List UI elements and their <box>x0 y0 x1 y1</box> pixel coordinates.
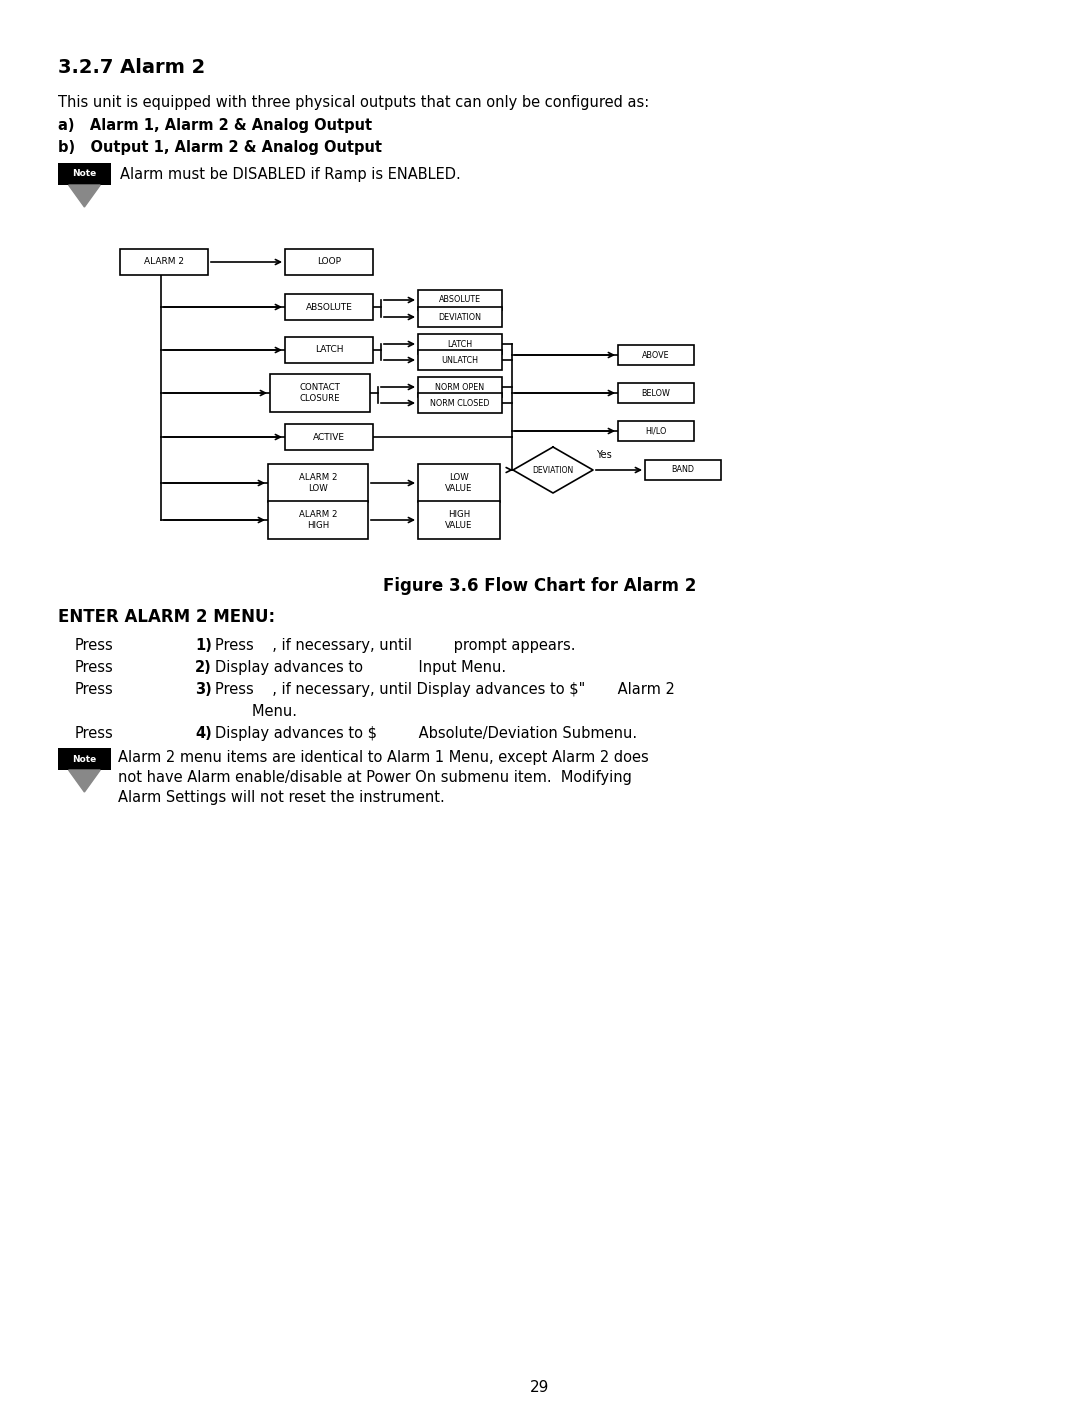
Bar <box>618 421 694 441</box>
Bar <box>58 748 111 770</box>
Text: Display advances to            Input Menu.: Display advances to Input Menu. <box>215 659 507 675</box>
Text: ABOVE: ABOVE <box>643 350 670 360</box>
Text: ENTER ALARM 2 MENU:: ENTER ALARM 2 MENU: <box>58 609 275 626</box>
Text: 3.2.7 Alarm 2: 3.2.7 Alarm 2 <box>58 58 205 78</box>
Bar <box>418 377 502 397</box>
Text: DEVIATION: DEVIATION <box>532 466 573 474</box>
Bar <box>268 501 368 539</box>
Bar <box>285 337 373 363</box>
Text: NORM CLOSED: NORM CLOSED <box>430 398 489 408</box>
Text: ACTIVE: ACTIVE <box>313 432 345 442</box>
Text: Alarm 2 menu items are identical to Alarm 1 Menu, except Alarm 2 does: Alarm 2 menu items are identical to Alar… <box>118 750 649 765</box>
Text: Display advances to $         Absolute/Deviation Submenu.: Display advances to $ Absolute/Deviation… <box>215 726 637 741</box>
Text: a)   Alarm 1, Alarm 2 & Analog Output: a) Alarm 1, Alarm 2 & Analog Output <box>58 119 373 133</box>
Bar <box>418 501 500 539</box>
Text: Menu.: Menu. <box>215 705 297 719</box>
Text: Alarm must be DISABLED if Ramp is ENABLED.: Alarm must be DISABLED if Ramp is ENABLE… <box>120 167 461 182</box>
Polygon shape <box>513 448 593 493</box>
Bar <box>418 306 502 328</box>
Text: Yes: Yes <box>596 450 611 460</box>
Text: Note: Note <box>72 754 96 764</box>
Text: Press: Press <box>75 659 113 675</box>
Bar <box>268 465 368 503</box>
Text: 1): 1) <box>195 638 212 652</box>
Bar <box>418 465 500 503</box>
Text: b)   Output 1, Alarm 2 & Analog Output: b) Output 1, Alarm 2 & Analog Output <box>58 140 382 155</box>
Text: Press    , if necessary, until Display advances to $"       Alarm 2: Press , if necessary, until Display adva… <box>215 682 675 698</box>
Text: NORM OPEN: NORM OPEN <box>435 383 485 391</box>
Bar <box>285 424 373 450</box>
Text: ALARM 2
LOW: ALARM 2 LOW <box>299 473 337 493</box>
Text: Press: Press <box>75 638 113 652</box>
Bar <box>285 249 373 275</box>
Bar <box>618 345 694 364</box>
Text: LOOP: LOOP <box>318 257 341 267</box>
Text: Press    , if necessary, until         prompt appears.: Press , if necessary, until prompt appea… <box>215 638 576 652</box>
Bar <box>270 374 370 412</box>
Bar <box>120 249 208 275</box>
Bar <box>418 335 502 354</box>
Text: BAND: BAND <box>672 466 694 474</box>
Bar <box>645 460 721 480</box>
Polygon shape <box>68 185 100 208</box>
Text: UNLATCH: UNLATCH <box>442 356 478 364</box>
Text: HI/LO: HI/LO <box>646 426 666 435</box>
Text: Alarm Settings will not reset the instrument.: Alarm Settings will not reset the instru… <box>118 789 445 805</box>
Text: 2): 2) <box>195 659 212 675</box>
Text: HIGH
VALUE: HIGH VALUE <box>445 510 473 530</box>
Text: ABSOLUTE: ABSOLUTE <box>306 302 352 312</box>
Text: DEVIATION: DEVIATION <box>438 312 482 322</box>
Polygon shape <box>68 770 100 792</box>
Text: LATCH: LATCH <box>314 346 343 354</box>
Bar <box>618 383 694 402</box>
Text: not have Alarm enable/disable at Power On submenu item.  Modifying: not have Alarm enable/disable at Power O… <box>118 770 632 785</box>
Text: Note: Note <box>72 169 96 178</box>
Bar <box>418 350 502 370</box>
Bar <box>58 162 111 185</box>
Text: ABSOLUTE: ABSOLUTE <box>438 295 481 305</box>
Text: Press: Press <box>75 682 113 698</box>
Text: 4): 4) <box>195 726 212 741</box>
Bar <box>418 289 502 311</box>
Text: This unit is equipped with three physical outputs that can only be configured as: This unit is equipped with three physica… <box>58 95 649 110</box>
Text: Figure 3.6 Flow Chart for Alarm 2: Figure 3.6 Flow Chart for Alarm 2 <box>383 578 697 594</box>
Text: ALARM 2
HIGH: ALARM 2 HIGH <box>299 510 337 530</box>
Text: LOW
VALUE: LOW VALUE <box>445 473 473 493</box>
Text: CONTACT
CLOSURE: CONTACT CLOSURE <box>299 383 340 402</box>
Bar <box>285 294 373 321</box>
Text: BELOW: BELOW <box>642 388 671 398</box>
Text: Press: Press <box>75 726 113 741</box>
Text: LATCH: LATCH <box>447 339 473 349</box>
Text: 29: 29 <box>530 1380 550 1395</box>
Text: 3): 3) <box>195 682 212 698</box>
Text: ALARM 2: ALARM 2 <box>144 257 184 267</box>
Bar <box>418 393 502 412</box>
